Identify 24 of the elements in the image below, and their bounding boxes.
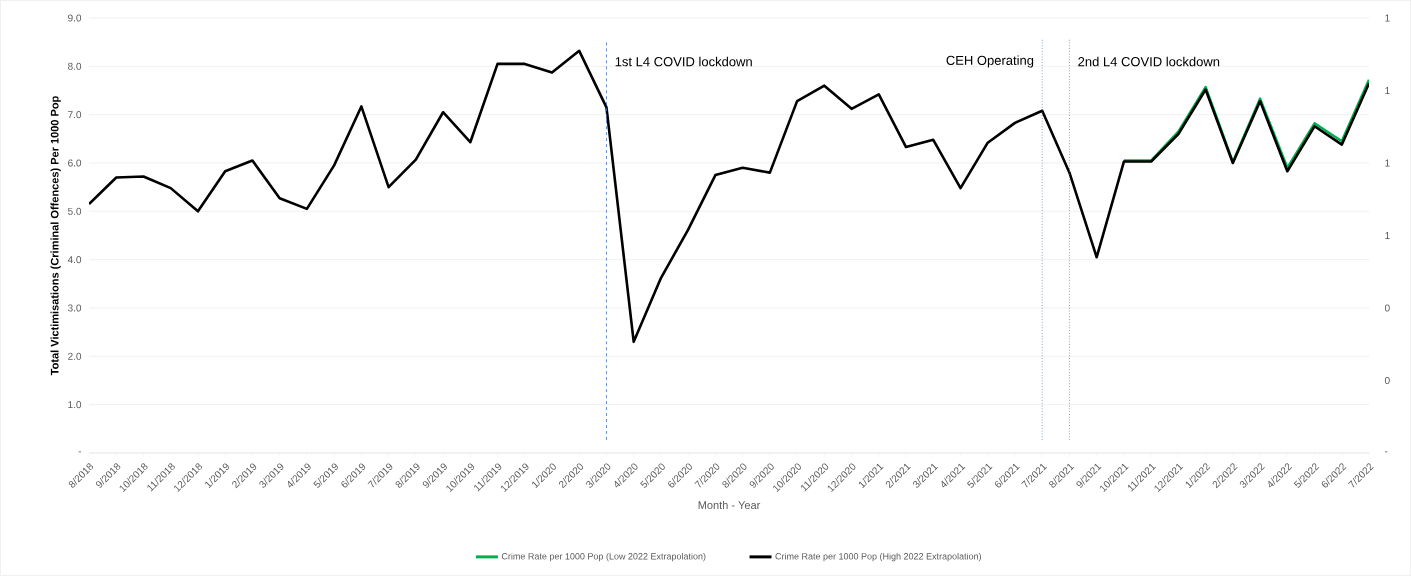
y2-tick-label: - (1384, 451, 1388, 453)
y2-tick-label: 1 (1385, 232, 1390, 239)
y-tick-label: 2.0 (68, 352, 82, 360)
y-tick-label: 5.0 (68, 207, 82, 215)
legend-label: Crime Rate per 1000 Pop (Low 2022 Extrapolation) (501, 552, 706, 562)
y-tick-label: 9.0 (68, 14, 82, 22)
y2-tick-label: 0 (1384, 304, 1390, 312)
y2-tick-label: 1 (1385, 14, 1390, 22)
x-axis-title: Month - Year (698, 500, 761, 510)
y-tick-label: 3.0 (67, 304, 82, 312)
legend-label: Crime Rate per 1000 Pop (High 2022 Extrapolation) (775, 552, 982, 562)
y-tick-label: 8.0 (68, 62, 82, 70)
y-tick-label: 4.0 (67, 256, 82, 264)
y2-tick-label: 0 (1384, 376, 1390, 385)
y-axis-title: Total Victimisations (Criminal Offences) Per 1000 Pop (50, 96, 61, 376)
y-tick-label: 7.0 (68, 111, 82, 119)
ref-line-label: 1st L4 COVID lockdown (615, 56, 752, 67)
y2-tick-label: 1 (1385, 87, 1390, 94)
y-tick-label: - (78, 451, 82, 453)
ref-line-label: CEH Operating (946, 55, 1034, 68)
y2-tick-label: 1 (1385, 159, 1390, 167)
y-tick-label: 6.0 (68, 159, 82, 167)
y-tick-label: 1.0 (68, 401, 82, 409)
ref-line-label: 2nd L4 COVID lockdown (1078, 56, 1220, 67)
